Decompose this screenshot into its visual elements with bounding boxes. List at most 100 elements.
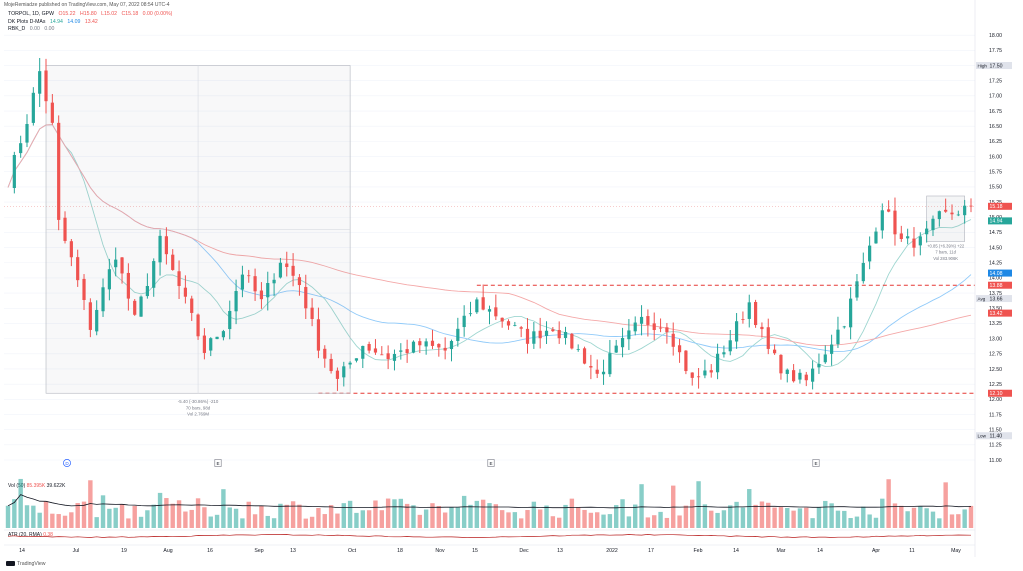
candle-body (228, 310, 232, 330)
tradingview-brand: TradingView (6, 561, 46, 567)
measure-box-text: +0.85 (+6.39%) +22 (927, 244, 965, 249)
candle-body (323, 348, 327, 359)
candle-body (944, 209, 948, 212)
volume-bar (531, 501, 537, 528)
candle-body (475, 299, 479, 313)
candle-body (868, 245, 872, 262)
dk-plots-label[interactable]: DK Plots D-MAs (8, 18, 46, 25)
brand-text: TradingView (17, 561, 46, 567)
candle-body (133, 300, 137, 315)
ohlc-open: O15.22 (58, 11, 76, 17)
candle-body (69, 241, 73, 258)
volume-bar (766, 502, 771, 528)
volume-bar (563, 504, 568, 528)
time-tick-label: 19 (121, 548, 127, 554)
volume-bar (183, 511, 188, 528)
price-tick-label: 13.75 (989, 291, 1002, 297)
volume-bar (50, 513, 55, 528)
candle-body (792, 370, 796, 382)
candle-body (247, 275, 251, 277)
candle-body (823, 354, 827, 363)
price-tick-label: 17.25 (989, 78, 1002, 84)
volume-bar (848, 518, 853, 528)
volume-label[interactable]: Vol (50) (8, 483, 26, 489)
candle-body (259, 290, 264, 300)
volume-bar (303, 518, 308, 528)
price-tick-label: 13.25 (989, 321, 1002, 327)
candle-body (342, 366, 346, 378)
volume-bar (341, 503, 346, 528)
time-tick-label: Apr (872, 548, 880, 554)
volume-bar (924, 508, 929, 528)
price-tag (988, 295, 1012, 303)
candle-body (734, 321, 739, 342)
ohlc-change: 0.00 (0.00%) (142, 11, 173, 17)
volume-bar (633, 504, 638, 528)
moving-averages (7, 124, 972, 368)
volume-bar (43, 501, 49, 528)
candle-body (969, 205, 973, 207)
candle-body (101, 287, 105, 312)
price-tick-label: 14.50 (989, 245, 1002, 251)
volume-bar (233, 508, 239, 528)
volume-bar (214, 514, 220, 528)
time-tick-label: 16 (207, 548, 213, 554)
volume-bar (487, 503, 492, 528)
dk-value-mid: 14.09 (67, 18, 81, 25)
volume-bar (360, 510, 365, 528)
earnings-marker-label: E (489, 461, 492, 466)
volume-bar (835, 510, 841, 528)
volume-bar (607, 514, 613, 528)
volume-bar (873, 517, 879, 528)
price-tag-value: 17.50 (990, 63, 1003, 69)
price-tick-label: 13.00 (989, 336, 1002, 342)
volume-bar (442, 512, 448, 528)
dk-value-slow: 13.42 (84, 18, 98, 25)
volume-bar (588, 512, 594, 528)
candle-body (437, 343, 441, 348)
symbol-label[interactable]: TORPOL, 1D, GPW (8, 11, 55, 17)
time-axis[interactable]: 14 Jul 19 Aug 16 Sep 13 Oct 18 Nov 15 Dec 13 2022 17 Fe… (4, 544, 975, 554)
volume-bar (56, 514, 61, 528)
volume-bar (696, 481, 701, 528)
candle-body (589, 366, 593, 368)
candle-body (538, 330, 542, 339)
rbk-label[interactable]: RBK_D (8, 26, 26, 33)
candle-body (266, 283, 270, 298)
candle-body (658, 327, 663, 329)
price-tag-value: 13.66 (990, 296, 1003, 302)
price-tags: 17.50High15.1814.9414.0813.8813.66Avg13.… (976, 62, 1012, 440)
volume-bar (734, 501, 739, 528)
volume-bar (126, 518, 131, 528)
volume-bar (246, 501, 251, 528)
time-tick-label: Feb (694, 548, 703, 554)
candle-body (893, 210, 897, 235)
price-tag-value: 15.18 (990, 204, 1003, 210)
volume-bar (867, 514, 872, 528)
volume-bar (968, 505, 974, 528)
candle-body (329, 358, 333, 372)
volume-bar (265, 515, 270, 528)
candle-body (937, 211, 941, 220)
candle-body (963, 205, 967, 216)
volume-bar (677, 515, 682, 528)
volume-bar (816, 507, 822, 528)
price-tag (988, 432, 1012, 440)
candle-body (12, 154, 16, 188)
price-tick-label: 17.75 (989, 48, 1002, 54)
candle-body (430, 340, 435, 346)
measure-box-text: Vol 2.769M (187, 412, 209, 417)
publisher-line: MojeRemiadze published on TradingView.co… (4, 2, 170, 8)
candle-body (456, 328, 460, 341)
time-tick-label: Mar (777, 548, 786, 554)
volume-bar (595, 512, 600, 528)
volume-bar (747, 489, 752, 528)
volume-bar (404, 503, 410, 528)
candle-body (912, 238, 916, 248)
candle-body (171, 254, 175, 270)
price-tag-value: 14.94 (990, 219, 1003, 225)
price-axis[interactable]: 18.00 17.75 17.50 17.25 17.00 16.75 16.50 16.25… (974, 0, 1002, 557)
atr-label-text[interactable]: ATR (20, RMA) (8, 532, 42, 538)
volume-bar (455, 507, 461, 528)
